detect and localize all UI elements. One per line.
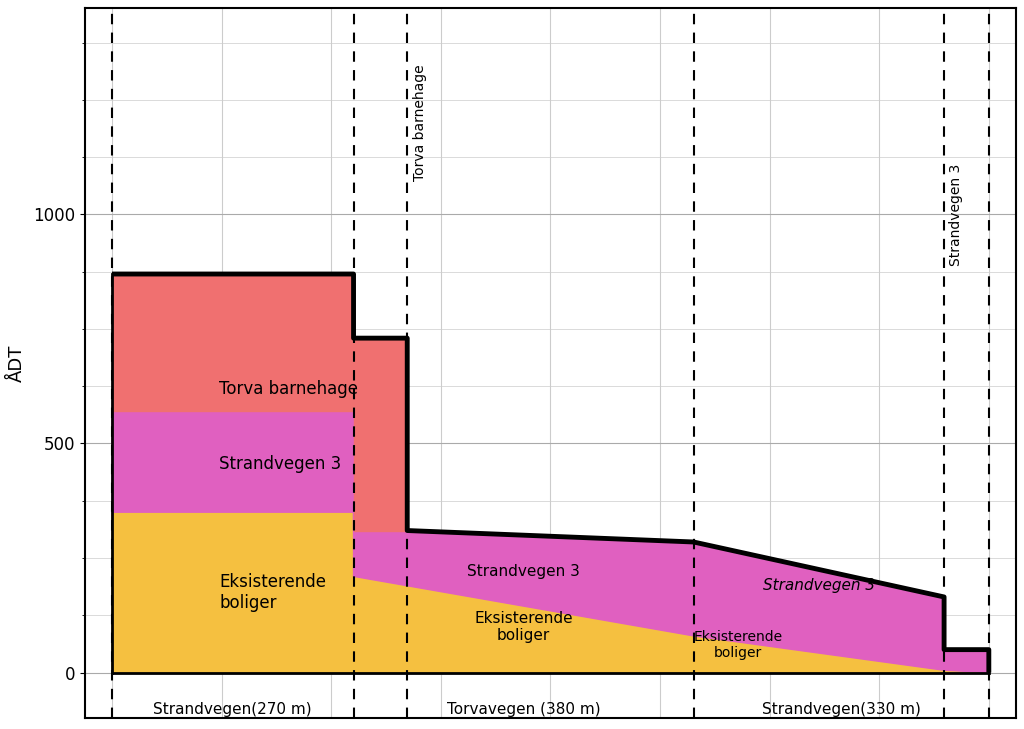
Text: Strandvegen(270 m): Strandvegen(270 m) (154, 702, 312, 717)
Polygon shape (112, 274, 408, 531)
Y-axis label: ÅDT: ÅDT (8, 345, 27, 382)
Text: Strandvegen 3: Strandvegen 3 (763, 578, 874, 593)
Text: Strandvegen 3: Strandvegen 3 (219, 455, 342, 473)
Text: Eksisterende
boliger: Eksisterende boliger (693, 630, 783, 660)
Polygon shape (112, 411, 989, 673)
Text: Strandvegen 3: Strandvegen 3 (949, 163, 964, 265)
Text: Strandvegen(330 m): Strandvegen(330 m) (762, 702, 921, 717)
Text: Strandvegen 3: Strandvegen 3 (467, 564, 580, 580)
Text: Torva barnehage: Torva barnehage (413, 65, 427, 182)
Text: Eksisterende
boliger: Eksisterende boliger (474, 610, 572, 643)
Text: Torvavegen (380 m): Torvavegen (380 m) (446, 702, 600, 717)
Polygon shape (112, 512, 989, 673)
Text: Torva barnehage: Torva barnehage (219, 380, 358, 397)
Text: Eksisterende
boliger: Eksisterende boliger (219, 573, 327, 612)
